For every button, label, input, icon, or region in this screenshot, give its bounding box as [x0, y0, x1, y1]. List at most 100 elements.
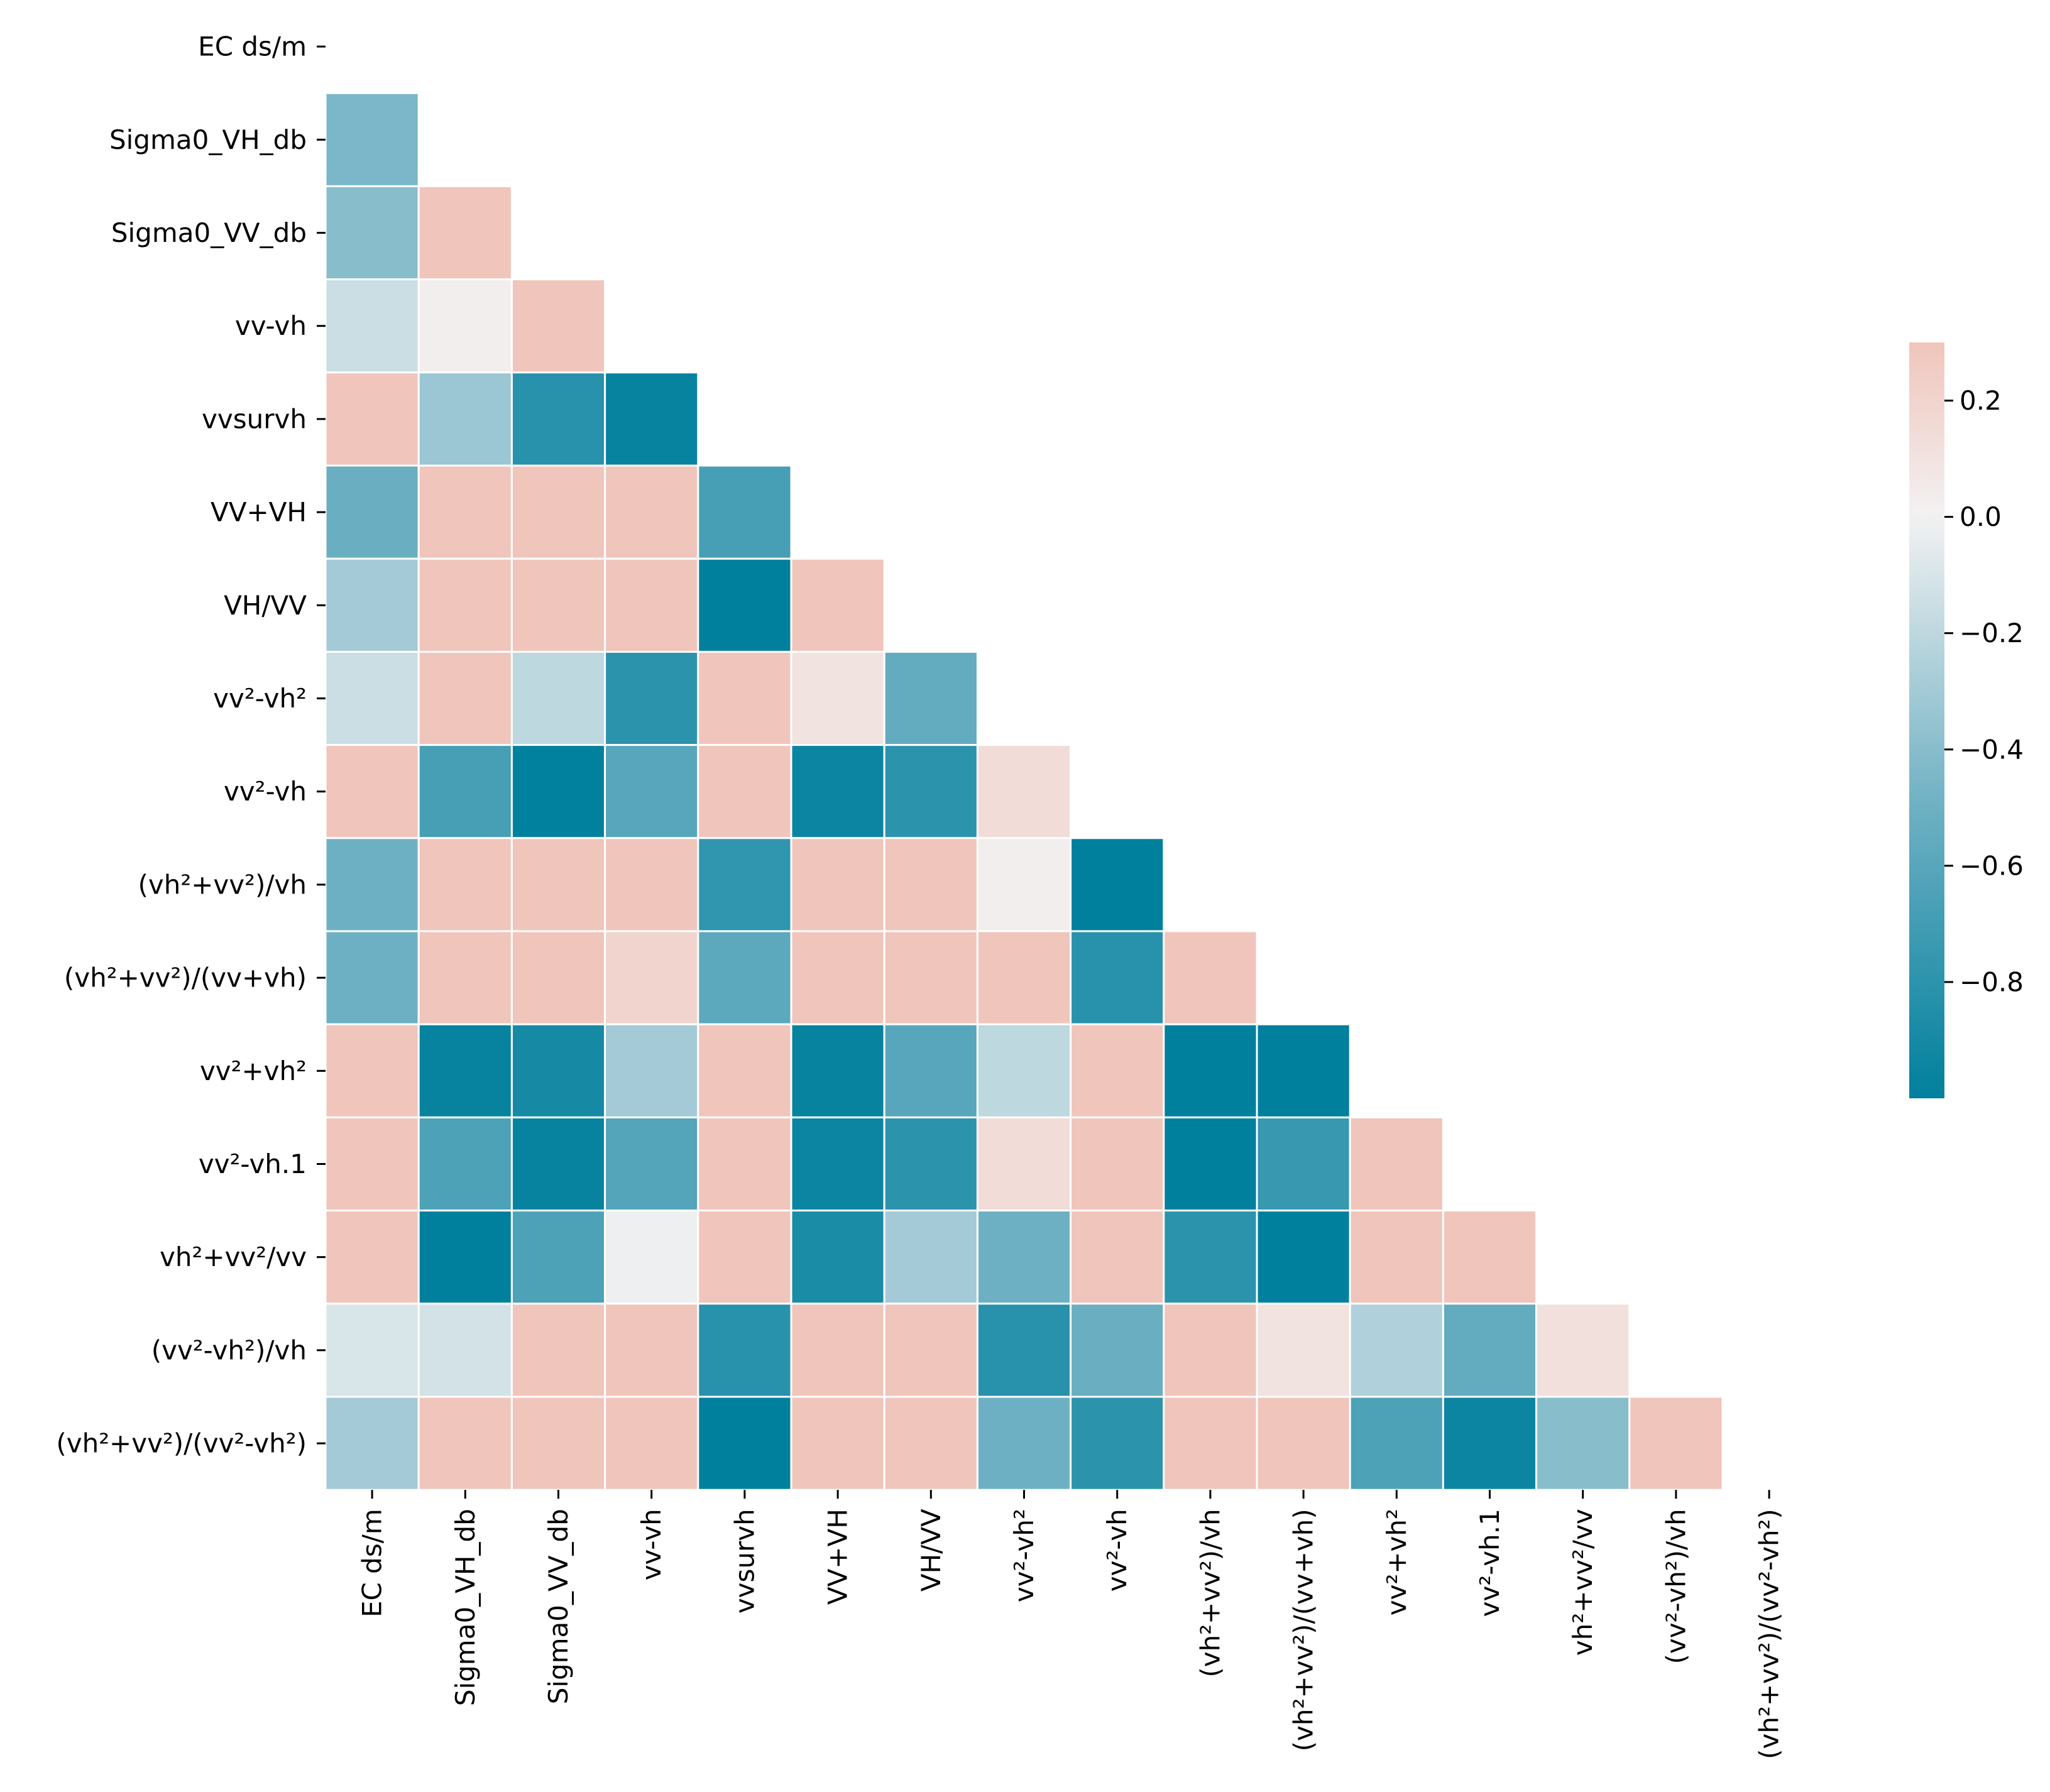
heatmap-cell — [417, 1396, 513, 1491]
heatmap-cell — [976, 837, 1072, 932]
heatmap-cell — [324, 1210, 420, 1305]
heatmap-cell — [790, 650, 885, 746]
heatmap-cell — [510, 278, 606, 374]
heatmap-cell — [1163, 1116, 1258, 1212]
y-tick-label: Sigma0_VV_db — [111, 217, 307, 248]
heatmap-cell — [324, 1396, 420, 1491]
colorbar-tick-label: −0.2 — [1960, 618, 2024, 648]
heatmap-cell — [883, 1116, 978, 1212]
heatmap-cell — [1256, 1303, 1351, 1398]
heatmap-cell — [417, 650, 513, 746]
heatmap-cell — [697, 650, 792, 746]
y-tick-label: vv²-vh — [224, 776, 307, 807]
heatmap-cell — [1349, 1116, 1444, 1212]
heatmap-cell — [883, 837, 978, 932]
heatmap-cell — [790, 930, 885, 1025]
heatmap-cell — [790, 557, 885, 653]
x-axis: EC ds/m Sigma0_VH_db Sigma0_VV_db vv-vh vvsu… — [357, 1490, 1785, 1759]
heatmap-cell — [510, 1396, 606, 1491]
y-tick-label: vh²+vv²/vv — [160, 1242, 307, 1272]
heatmap-cell — [604, 1210, 699, 1305]
heatmap-cell — [604, 557, 699, 653]
y-tick-label: vv-vh — [235, 310, 307, 341]
y-axis: EC ds/m Sigma0_VH_db Sigma0_VV_db vv-vh vvsu… — [56, 31, 326, 1459]
heatmap-cell — [604, 650, 699, 746]
heatmap-cell — [1535, 1396, 1631, 1491]
heatmap-cell — [510, 464, 606, 560]
heatmap-cell — [697, 1023, 792, 1118]
heatmap-cell — [697, 1116, 792, 1212]
heatmap-cell — [324, 464, 420, 560]
heatmap-cell — [1070, 1210, 1165, 1305]
heatmap-cell — [324, 557, 420, 653]
x-tick-label: (vh²+vv²)/(vv+vh) — [1288, 1509, 1319, 1751]
colorbar-tick-label: −0.4 — [1960, 734, 2024, 765]
heatmap-cell — [1349, 1303, 1444, 1398]
heatmap-cell — [1349, 1396, 1444, 1491]
heatmap-cell — [790, 1023, 885, 1118]
heatmap-cell — [510, 1303, 606, 1398]
heatmap-cell — [697, 1396, 792, 1491]
x-tick-label: VH/VV — [916, 1509, 946, 1592]
heatmap-cell — [417, 1023, 513, 1118]
heatmap-cell — [1163, 1396, 1258, 1491]
heatmap-cell — [883, 1303, 978, 1398]
heatmap-cell — [417, 464, 513, 560]
x-tick-label: vv²+vh² — [1381, 1509, 1412, 1615]
heatmap-cell — [604, 371, 699, 467]
heatmap-cell — [697, 837, 792, 932]
heatmap-cells — [324, 92, 1724, 1491]
heatmap-cell — [1070, 1023, 1165, 1118]
colorbar: 0.2 0.0 −0.2 −0.4 −0.6 −0.8 — [1909, 342, 2024, 1098]
x-tick-label: EC ds/m — [357, 1509, 388, 1617]
x-tick-label: Sigma0_VV_db — [543, 1509, 574, 1704]
heatmap-cell — [510, 1023, 606, 1118]
colorbar-tick-label: −0.8 — [1960, 966, 2024, 997]
heatmap-cell — [976, 1023, 1072, 1118]
heatmap-cell — [883, 1396, 978, 1491]
heatmap-cell — [604, 1303, 699, 1398]
heatmap-cell — [1442, 1396, 1538, 1491]
y-tick-label: VH/VV — [224, 590, 307, 621]
heatmap-cell — [417, 1116, 513, 1212]
x-tick-label: vv²-vh — [1102, 1509, 1132, 1592]
heatmap-cell — [417, 1303, 513, 1398]
heatmap-cell — [1442, 1303, 1538, 1398]
heatmap-cell — [417, 744, 513, 839]
y-tick-label: vvsurvh — [202, 403, 307, 434]
heatmap-cell — [1163, 1303, 1258, 1398]
heatmap-cell — [1070, 930, 1165, 1025]
heatmap-cell — [790, 1210, 885, 1305]
heatmap-cell — [324, 744, 420, 839]
heatmap-cell — [976, 1116, 1072, 1212]
x-tick-label: vv²-vh.1 — [1474, 1509, 1505, 1617]
heatmap-cell — [510, 744, 606, 839]
heatmap-cell — [1535, 1303, 1631, 1398]
x-tick-label: vvsurvh — [729, 1509, 760, 1614]
x-tick-label: (vh²+vv²)/vh — [1195, 1509, 1225, 1677]
heatmap-cell — [790, 744, 885, 839]
x-tick-label: Sigma0_VH_db — [450, 1509, 481, 1706]
x-tick-label: vv-vh — [636, 1509, 667, 1580]
heatmap-cell — [510, 1210, 606, 1305]
heatmap-cell — [790, 837, 885, 932]
heatmap-cell — [324, 1303, 420, 1398]
heatmap-cell — [324, 92, 420, 187]
heatmap-cell — [790, 1396, 885, 1491]
y-tick-label: vv²+vh² — [200, 1056, 307, 1086]
heatmap-cell — [697, 557, 792, 653]
heatmap-cell — [697, 744, 792, 839]
heatmap-cell — [976, 744, 1072, 839]
heatmap-cell — [1070, 837, 1165, 932]
y-tick-label: vv²-vh² — [213, 683, 307, 714]
heatmap-cell — [883, 1210, 978, 1305]
y-tick-label: VV+VH — [211, 497, 307, 528]
y-tick-label: Sigma0_VH_db — [109, 124, 307, 155]
heatmap-cell — [697, 464, 792, 560]
heatmap-cell — [883, 930, 978, 1025]
heatmap-cell — [324, 650, 420, 746]
heatmap-cell — [1163, 1210, 1258, 1305]
heatmap-cell — [1070, 1116, 1165, 1212]
y-tick-label: (vv²-vh²)/vh — [151, 1335, 307, 1365]
